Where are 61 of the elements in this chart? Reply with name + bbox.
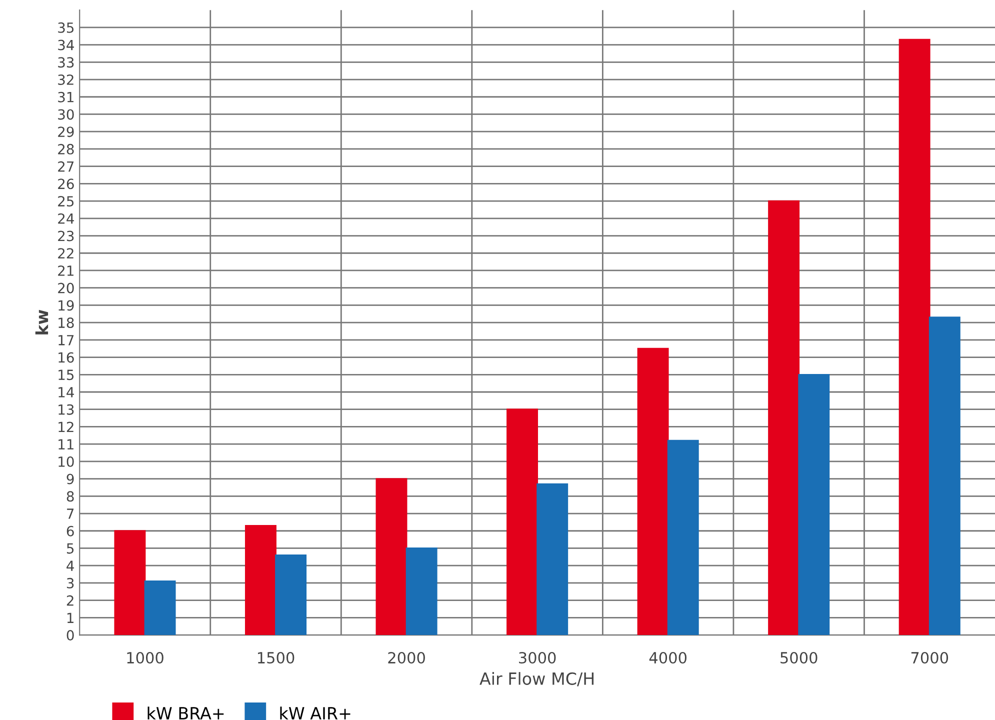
y-tick-label: 31 — [58, 92, 74, 102]
bar — [376, 478, 408, 636]
y-axis-title: kw — [35, 310, 48, 334]
y-tick-label: 22 — [58, 248, 74, 258]
y-tick-label: 13 — [58, 404, 74, 415]
y-tick-label: 4 — [66, 560, 74, 571]
y-tick-label: 6 — [66, 526, 74, 536]
y-tick-label: 14 — [58, 387, 74, 398]
y-tick-label: 32 — [58, 74, 74, 85]
x-tick-label: 5000 — [780, 652, 818, 664]
y-tick-label: 26 — [58, 178, 74, 190]
bar — [637, 348, 669, 636]
y-tick-label: 15 — [58, 370, 74, 380]
x-tick-label: 3000 — [519, 652, 556, 664]
y-tick-label: 25 — [58, 196, 74, 207]
y-tick-label: 30 — [58, 109, 74, 120]
y-tick-label: 8 — [66, 491, 74, 502]
y-tick-label: 17 — [58, 335, 74, 346]
y-tick-label: 2 — [66, 595, 74, 606]
bar — [536, 483, 568, 636]
bar — [798, 374, 830, 636]
y-tick-label: 29 — [58, 126, 74, 138]
x-tick-label: 7000 — [911, 652, 948, 664]
bar — [114, 530, 146, 636]
y-tick-label: 5 — [66, 543, 74, 554]
bar — [144, 580, 176, 636]
x-tick-label: 1000 — [127, 652, 164, 664]
bar — [898, 38, 930, 636]
y-tick-label: 28 — [58, 144, 74, 154]
y-tick-label: 24 — [58, 213, 74, 224]
y-tick-label: 16 — [58, 352, 74, 363]
y-tick-label: 19 — [58, 300, 74, 311]
y-tick-label: 20 — [58, 282, 74, 294]
y-tick-label: 33 — [58, 57, 74, 68]
y-tick-label: 34 — [58, 40, 74, 50]
y-tick-label: 21 — [58, 265, 74, 276]
y-tick-label: 11 — [58, 439, 74, 450]
y-tick-label: 3 — [66, 578, 74, 588]
y-tick-label: 9 — [66, 474, 74, 484]
bar — [928, 316, 960, 636]
y-tick-label: 18 — [58, 318, 74, 328]
y-tick-label: 0 — [66, 630, 74, 641]
y-tick-label: 35 — [58, 22, 74, 33]
x-tick-label: 1500 — [258, 652, 294, 664]
y-tick-label: 27 — [58, 161, 74, 172]
y-tick-label: 7 — [67, 508, 74, 519]
bar — [506, 408, 538, 636]
y-tick-label: 23 — [58, 230, 74, 242]
bar — [406, 548, 438, 636]
x-tick-label: 4000 — [649, 652, 686, 664]
y-tick-label: 1 — [67, 612, 74, 623]
bar — [768, 200, 800, 636]
bar — [275, 554, 307, 636]
x-tick-label: 2000 — [388, 652, 425, 664]
y-tick-label: 10 — [58, 456, 74, 467]
bar — [244, 524, 276, 636]
y-tick-label: 12 — [58, 422, 74, 432]
bar — [667, 440, 699, 636]
legend-label: kW AIR+ — [280, 706, 350, 720]
legend-label: kW BRA+ — [148, 706, 224, 720]
x-axis-title: Air Flow MC/H — [480, 672, 594, 686]
